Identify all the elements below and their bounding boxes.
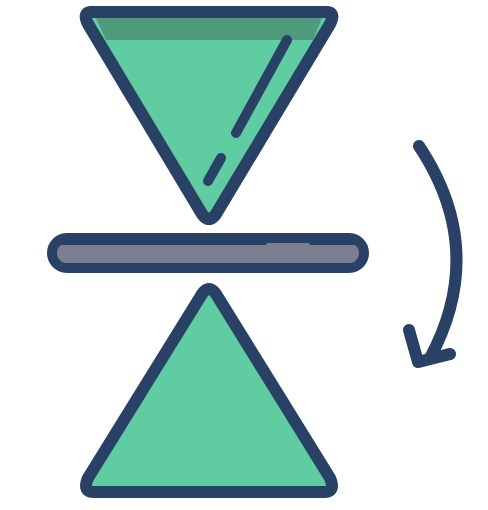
rotation-arrow-curve (413, 140, 463, 364)
mirror-bar (47, 233, 369, 273)
top-triangle (79, 6, 339, 225)
top-triangle-shade (96, 18, 322, 40)
rotation-arrow-icon (403, 140, 463, 368)
top-triangle-fill (79, 6, 339, 225)
bottom-triangle-fill (80, 283, 338, 498)
top-triangle-highlight-short (203, 153, 226, 186)
bottom-triangle (80, 283, 338, 498)
top-triangle-highlight-long (231, 35, 292, 138)
rotation-arrow-head (403, 324, 456, 368)
top-triangle-outline (79, 6, 339, 225)
